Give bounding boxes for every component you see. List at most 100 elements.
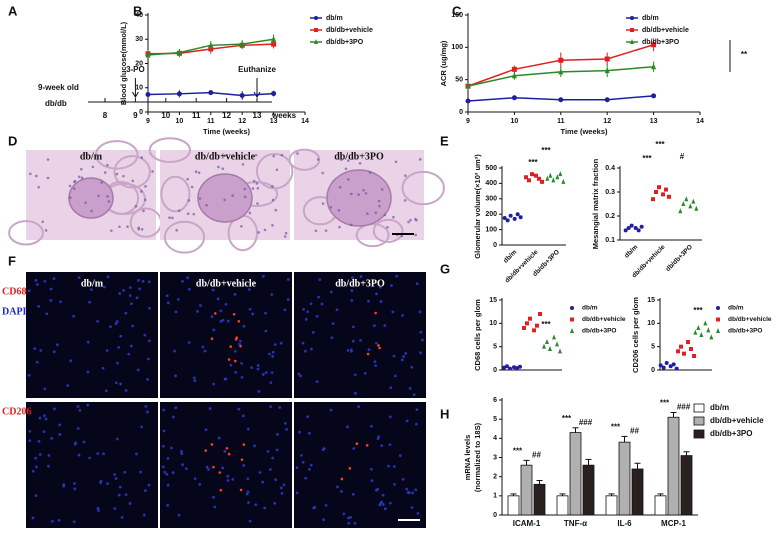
dapi-nucleus bbox=[309, 302, 313, 306]
dapi-nucleus bbox=[350, 276, 354, 280]
dapi-nucleus bbox=[240, 361, 244, 365]
dapi-nucleus bbox=[123, 470, 127, 474]
marker bbox=[271, 35, 277, 42]
panel-label: B bbox=[133, 3, 142, 18]
dapi-nucleus bbox=[76, 405, 80, 408]
nucleus bbox=[197, 171, 201, 175]
marker bbox=[684, 196, 689, 202]
event-label: 3-PO bbox=[126, 65, 145, 74]
dapi-nucleus bbox=[306, 415, 310, 418]
dapi-nucleus bbox=[174, 310, 178, 314]
dapi-nucleus bbox=[351, 325, 355, 329]
nucleus bbox=[177, 209, 181, 213]
dapi-nucleus bbox=[336, 485, 339, 489]
dapi-nucleus bbox=[27, 289, 31, 293]
dapi-nucleus bbox=[282, 483, 286, 487]
y-tick-label: 2 bbox=[493, 474, 497, 481]
marker bbox=[537, 176, 541, 181]
dapi-nucleus bbox=[86, 340, 90, 344]
marker bbox=[528, 316, 532, 321]
dapi-nucleus bbox=[193, 477, 197, 481]
marker bbox=[555, 341, 559, 347]
y-tick-label: 200 bbox=[485, 211, 497, 218]
significance: *** bbox=[693, 306, 703, 315]
nucleus bbox=[134, 205, 138, 208]
marker bbox=[176, 49, 182, 56]
nucleus bbox=[256, 186, 260, 190]
marker bbox=[502, 365, 506, 370]
dapi-nucleus bbox=[127, 352, 131, 356]
dapi-nucleus bbox=[177, 513, 181, 517]
marker bbox=[674, 366, 679, 371]
marker bbox=[651, 197, 655, 202]
significance: *** bbox=[660, 399, 670, 408]
dapi-nucleus bbox=[376, 437, 380, 441]
dapi-nucleus bbox=[286, 298, 290, 302]
positive-cell bbox=[378, 346, 381, 350]
bar bbox=[667, 416, 680, 516]
nucleus bbox=[350, 192, 353, 196]
y-tick-label: 4 bbox=[493, 435, 497, 442]
dapi-nucleus bbox=[52, 277, 56, 280]
dapi-nucleus bbox=[34, 456, 37, 460]
panel-label: F bbox=[8, 253, 16, 268]
significance: ## bbox=[532, 450, 541, 459]
positive-cell bbox=[240, 458, 244, 461]
dapi-nucleus bbox=[241, 414, 245, 418]
dapi-nucleus bbox=[256, 364, 260, 367]
marker bbox=[706, 327, 711, 333]
marker bbox=[208, 41, 214, 48]
dapi-nucleus bbox=[135, 296, 139, 300]
x-tick-label: 11 bbox=[557, 118, 565, 125]
dapi-nucleus bbox=[264, 311, 267, 315]
nucleus bbox=[283, 235, 287, 238]
marker bbox=[661, 192, 665, 197]
nucleus bbox=[251, 187, 255, 190]
nucleus bbox=[357, 193, 360, 196]
nucleus bbox=[243, 195, 247, 199]
dapi-nucleus bbox=[207, 468, 210, 471]
y-tick-label: 40 bbox=[135, 12, 143, 19]
fluorescence-image bbox=[160, 402, 292, 528]
nucleus bbox=[223, 154, 227, 158]
dapi-nucleus bbox=[256, 367, 260, 371]
dapi-nucleus bbox=[315, 314, 319, 318]
marker bbox=[686, 340, 690, 344]
dapi-nucleus bbox=[226, 319, 230, 323]
dapi-nucleus bbox=[128, 286, 132, 289]
dapi-nucleus bbox=[405, 487, 409, 491]
stain-label: CD68 bbox=[2, 286, 26, 297]
dapi-nucleus bbox=[35, 360, 39, 364]
dapi-nucleus bbox=[295, 466, 299, 470]
dapi-nucleus bbox=[242, 464, 246, 467]
positive-cell bbox=[210, 337, 214, 341]
positive-cell bbox=[214, 312, 217, 315]
marker bbox=[512, 365, 516, 370]
timeline-tick-label: 11 bbox=[192, 111, 201, 120]
dapi-nucleus bbox=[166, 483, 170, 487]
dapi-nucleus bbox=[402, 355, 405, 358]
marker bbox=[239, 93, 245, 99]
dapi-nucleus bbox=[302, 307, 306, 311]
dapi-nucleus bbox=[329, 408, 333, 412]
image-label: db/m bbox=[81, 278, 104, 289]
dapi-nucleus bbox=[59, 300, 63, 304]
dapi-nucleus bbox=[273, 501, 277, 505]
marker bbox=[604, 56, 610, 62]
dapi-nucleus bbox=[295, 491, 299, 495]
nucleus bbox=[140, 228, 144, 231]
nucleus bbox=[106, 163, 109, 167]
dapi-nucleus bbox=[322, 518, 326, 522]
nucleus bbox=[142, 209, 145, 213]
nucleus bbox=[349, 223, 353, 227]
tubule bbox=[163, 220, 206, 254]
dapi-nucleus bbox=[113, 473, 117, 476]
dapi-nucleus bbox=[148, 306, 151, 310]
dapi-nucleus bbox=[226, 479, 230, 482]
dapi-nucleus bbox=[320, 302, 324, 306]
dapi-nucleus bbox=[416, 511, 420, 515]
legend-label: db/db+vehicle bbox=[582, 316, 626, 323]
dapi-nucleus bbox=[380, 444, 384, 448]
marker bbox=[678, 208, 683, 214]
marker bbox=[570, 317, 574, 322]
